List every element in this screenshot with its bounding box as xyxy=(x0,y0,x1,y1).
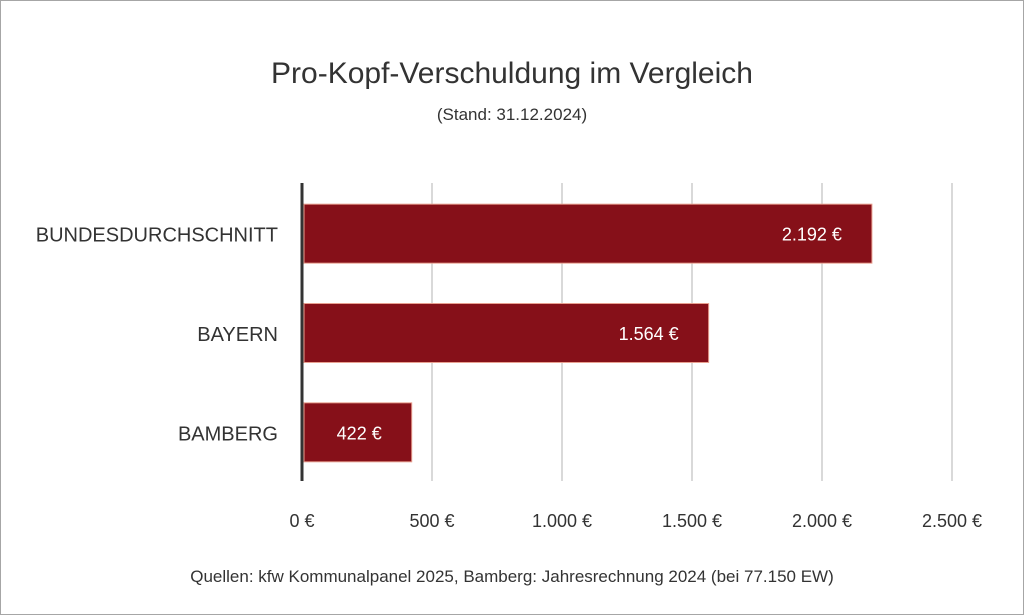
x-tick-label: 0 € xyxy=(289,511,314,531)
data-label: 1.564 € xyxy=(619,324,679,344)
x-tick-label: 2.500 € xyxy=(922,511,982,531)
x-tick-label: 500 € xyxy=(409,511,454,531)
bar xyxy=(303,203,873,264)
bar xyxy=(303,402,413,463)
chart-title: Pro-Kopf-Verschuldung im Vergleich xyxy=(271,57,753,90)
x-tick-label: 2.000 € xyxy=(792,511,852,531)
x-tick-label: 1.000 € xyxy=(532,511,592,531)
category-label: BAMBERG xyxy=(178,423,278,445)
chart-subtitle: (Stand: 31.12.2024) xyxy=(436,105,588,124)
category-label: BUNDESDURCHSCHNITT xyxy=(36,225,278,247)
category-label: BAYERN xyxy=(197,324,278,346)
source-note: Quellen: kfw Kommunalpanel 2025, Bamberg… xyxy=(190,567,834,586)
data-label: 422 € xyxy=(337,423,382,443)
data-label: 2.192 € xyxy=(782,225,842,245)
bar xyxy=(303,303,710,363)
x-tick-label: 1.500 € xyxy=(662,511,722,531)
